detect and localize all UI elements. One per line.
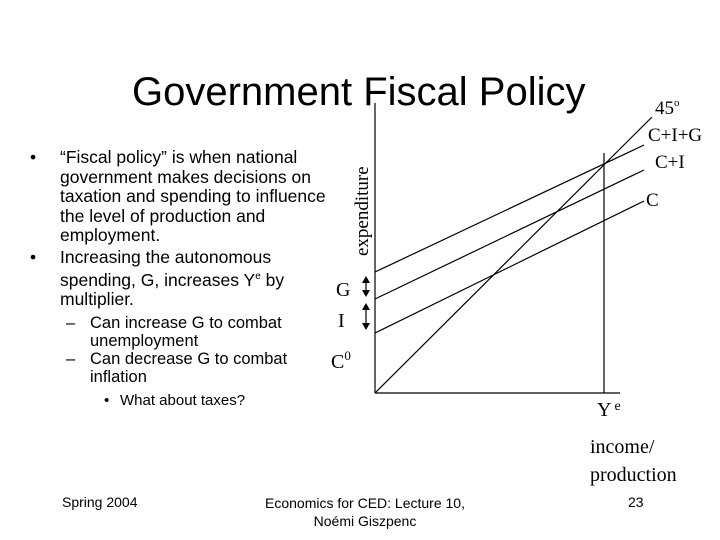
y-axis-label: expenditure	[352, 166, 373, 256]
bullet-marker: •	[104, 391, 110, 409]
sub-bullet-text: Can decrease G to combat inflation	[90, 349, 288, 386]
c0-sup: 0	[344, 348, 351, 363]
bullet-marker: •	[30, 246, 37, 267]
bullet-text: “Fiscal policy” is when national governm…	[60, 147, 326, 245]
bullet-marker: •	[30, 147, 37, 167]
arrow-down-icon	[362, 323, 370, 330]
g-label: G	[336, 279, 350, 301]
bullet-item: • Increasing the autonomous spending, G,…	[22, 246, 332, 310]
sub-sub-bullet-text: What about taxes?	[120, 391, 246, 409]
label-45-sup: o	[674, 97, 680, 109]
footer-lecture-info: Economics for CED: Lecture 10, Noémi Gis…	[240, 494, 490, 530]
arrow-down-icon	[362, 290, 370, 297]
arrow-up-icon	[362, 276, 370, 283]
c-plus-i-label: C+I	[655, 152, 685, 173]
label-45-text: 45	[655, 98, 674, 119]
page-number: 23	[628, 494, 644, 510]
x-axis-label-line2: production	[590, 464, 677, 486]
dash-marker: –	[66, 313, 76, 332]
sub-bullet-item: – Can increase G to combat unemployment	[22, 314, 332, 350]
footer-date: Spring 2004	[62, 494, 138, 510]
ye-text: Y	[597, 399, 611, 421]
sub-bullet-item: – Can decrease G to combat inflation	[22, 350, 332, 386]
bullet-item: • “Fiscal policy” is when national gover…	[22, 147, 332, 246]
ye-sup: e	[614, 399, 620, 414]
consumption-label: C	[646, 190, 659, 211]
dash-marker: –	[66, 349, 76, 368]
c-plus-i-plus-g-label: C+I+G	[648, 125, 702, 146]
bullet-sup: e	[255, 271, 261, 282]
c0-label: C0	[331, 348, 351, 373]
slide-title: Government Fiscal Policy	[132, 70, 586, 114]
x-axis-label-line1: income/	[590, 436, 655, 458]
c-plus-i-line	[374, 169, 645, 300]
bullet-text-before-sup: Increasing the autonomous spending, G, i…	[60, 246, 272, 290]
c-plus-i-plus-g-line	[374, 144, 645, 273]
footer-center-line1: Economics for CED: Lecture 10,	[265, 495, 465, 511]
i-label: I	[338, 310, 345, 332]
bullet-list: • “Fiscal policy” is when national gover…	[22, 147, 332, 410]
sub-sub-bullet-item: • What about taxes?	[22, 392, 332, 410]
bullet-text-after-sup: by multiplier.	[60, 269, 285, 310]
footer-center-line2: Noémi Giszpenc	[313, 513, 417, 529]
sub-bullet-text: Can increase G to combat unemployment	[90, 313, 282, 350]
label-45-degree: 45o	[655, 97, 680, 119]
forty-five-degree-line	[374, 116, 653, 394]
arrow-up-icon	[362, 303, 370, 310]
consumption-line	[374, 200, 645, 334]
c0-text: C	[331, 351, 344, 373]
